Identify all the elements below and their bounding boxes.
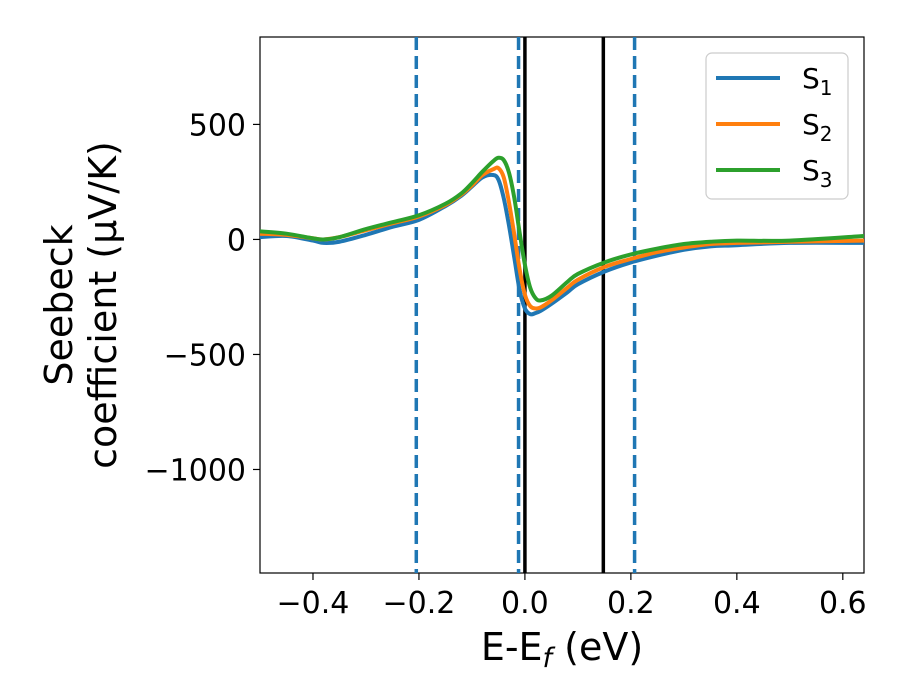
y-axis-label-line2: coefficient (μV/K) xyxy=(81,141,125,469)
x-axis-label: E-Ef (eV) xyxy=(481,625,643,674)
legend-label-s3: S3 xyxy=(802,154,833,192)
plot-frame xyxy=(259,36,865,574)
y-axis-label-line1: Seebeck xyxy=(37,224,81,385)
x-axis: −0.4 −0.2 0.0 0.2 0.4 0.6 xyxy=(277,573,867,621)
y-tick-label: 0 xyxy=(227,223,246,258)
series-line-s3 xyxy=(260,155,864,303)
plot-area xyxy=(259,36,865,574)
x-tick-label: 0.4 xyxy=(713,586,761,621)
y-axis: 500 0 −500 −1000 xyxy=(145,108,260,488)
x-tick-label: 0.6 xyxy=(819,586,867,621)
y-tick-label: 500 xyxy=(189,108,246,143)
y-axis-label: Seebeck coefficient (μV/K) xyxy=(37,141,125,469)
y-tick-label: −1000 xyxy=(145,453,246,488)
y-tick-label: −500 xyxy=(164,338,246,373)
legend: S1 S2 S3 xyxy=(705,52,849,200)
x-tick-label: 0.2 xyxy=(607,586,655,621)
x-tick-label: 0.0 xyxy=(501,586,549,621)
legend-label-s2: S2 xyxy=(802,108,833,146)
legend-label-s1: S1 xyxy=(802,62,833,100)
x-tick-label: −0.2 xyxy=(383,586,456,621)
x-tick-label: −0.4 xyxy=(277,586,350,621)
series-line-s1 xyxy=(260,172,864,317)
